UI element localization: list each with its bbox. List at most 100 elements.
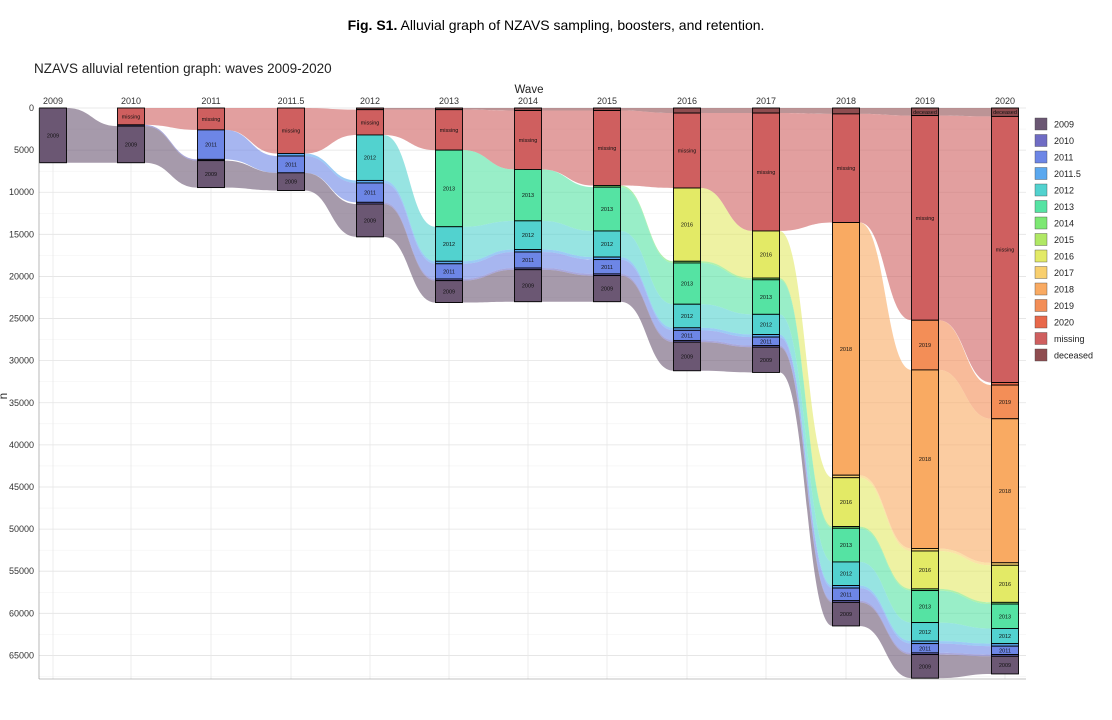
legend-label: 2014 bbox=[1054, 219, 1074, 229]
y-tick-label: 45000 bbox=[9, 482, 34, 492]
segment-label: 2009 bbox=[999, 663, 1011, 669]
stack-layer: 2009 missing 2009 missing 2011 2009 missing 201… bbox=[39, 107, 1019, 679]
segment-missing bbox=[673, 112, 701, 189]
segment-missing bbox=[911, 115, 939, 321]
flow-2009 bbox=[383, 204, 436, 303]
legend-swatch-2016 bbox=[1034, 249, 1048, 263]
legend-swatch-2014 bbox=[1034, 216, 1048, 230]
segment-label: 2018 bbox=[840, 347, 852, 353]
y-tick-label: 55000 bbox=[9, 566, 34, 576]
flow-2011-5 bbox=[304, 153, 357, 183]
chart-title: NZAVS alluvial retention graph: waves 20… bbox=[34, 61, 332, 76]
flow-2009 bbox=[462, 269, 515, 303]
legend-swatch-2020 bbox=[1034, 315, 1048, 329]
flow-2010 bbox=[462, 268, 515, 281]
segment-label: 2013 bbox=[999, 614, 1011, 620]
flow-2011 bbox=[383, 182, 436, 279]
x-tick-label: 2018 bbox=[836, 96, 856, 106]
flow-2009 bbox=[144, 126, 198, 188]
flow-2013 bbox=[859, 528, 912, 623]
flow-2011 bbox=[541, 252, 594, 274]
flow-deceased bbox=[541, 108, 594, 111]
flow-2010 bbox=[859, 600, 912, 655]
legend-label: 2012 bbox=[1054, 186, 1074, 196]
segment-2009 bbox=[277, 172, 305, 191]
segment-label: missing bbox=[122, 114, 141, 120]
flow-deceased bbox=[383, 108, 436, 110]
segment-label: 2011 bbox=[443, 269, 455, 275]
segment-label: missing bbox=[598, 146, 617, 152]
x-tick-label: 2014 bbox=[518, 96, 538, 106]
flow-missing bbox=[859, 113, 912, 321]
legend-swatch-2019 bbox=[1034, 299, 1048, 312]
flow-layer bbox=[66, 108, 992, 679]
x-tick-label: 2017 bbox=[756, 96, 776, 106]
segment-label: missing bbox=[996, 247, 1015, 253]
segment-missing bbox=[593, 110, 621, 186]
flow-2012 bbox=[859, 561, 912, 642]
flow-deceased bbox=[462, 108, 515, 111]
flow-missing bbox=[938, 115, 992, 383]
flow-2018 bbox=[859, 222, 912, 549]
axis-layer: Wave n 0 5000 10000 15000 20000 25000 30000 350… bbox=[0, 84, 1026, 680]
flow-2016 bbox=[779, 230, 833, 527]
segment-label: 2019 bbox=[919, 343, 931, 349]
segment-label: missing bbox=[837, 166, 856, 172]
segment-label: 2016 bbox=[999, 582, 1011, 588]
segment-label: 2012 bbox=[522, 233, 534, 239]
segment-label: 2012 bbox=[601, 242, 613, 248]
segment-label: 2012 bbox=[364, 156, 376, 162]
flow-missing bbox=[700, 113, 753, 231]
flow-2017 bbox=[859, 475, 912, 551]
flow-2011-5 bbox=[779, 334, 833, 589]
segment-label: 2009 bbox=[601, 287, 613, 293]
segment-label: 2009 bbox=[919, 664, 931, 670]
segment-missing bbox=[435, 109, 463, 151]
legend-label: missing bbox=[1054, 334, 1085, 344]
segment-2018 bbox=[991, 418, 1019, 564]
segment-label: 2016 bbox=[919, 568, 931, 574]
legend-swatch-2018 bbox=[1034, 282, 1048, 296]
segment-2009 bbox=[991, 655, 1019, 675]
flow-2009 bbox=[224, 160, 278, 191]
flow-2013 bbox=[541, 169, 594, 231]
segment-2016 bbox=[911, 550, 939, 590]
segment-2016 bbox=[832, 477, 860, 528]
segment-2009 bbox=[911, 654, 939, 679]
flow-deceased bbox=[700, 108, 753, 114]
segment-2013 bbox=[832, 527, 860, 563]
segment-label: missing bbox=[361, 120, 380, 126]
legend-label: 2009 bbox=[1054, 120, 1074, 130]
legend-label: 2020 bbox=[1054, 318, 1074, 328]
legend-label: 2015 bbox=[1054, 235, 1074, 245]
segment-label: 2009 bbox=[760, 358, 772, 364]
flow-missing bbox=[462, 109, 515, 170]
figure-caption-label: Fig. S1. bbox=[347, 17, 398, 33]
segment-label: missing bbox=[757, 170, 776, 176]
flow-deceased bbox=[938, 108, 992, 117]
y-tick-label: 30000 bbox=[9, 356, 34, 366]
flow-2012 bbox=[462, 220, 515, 262]
segment-label: 2016 bbox=[760, 253, 772, 259]
segment-label: 2009 bbox=[443, 290, 455, 296]
segment-label: 2011 bbox=[919, 646, 931, 652]
legend-swatch-2015 bbox=[1034, 233, 1048, 246]
segment-label: 2013 bbox=[522, 193, 534, 199]
segment-2013 bbox=[514, 169, 542, 222]
flow-2009 bbox=[620, 275, 674, 371]
y-tick-label: 40000 bbox=[9, 440, 34, 450]
flow-2011-5 bbox=[938, 641, 992, 647]
segment-label: 2013 bbox=[760, 295, 772, 301]
flow-2014 bbox=[859, 526, 912, 591]
flow-2011 bbox=[304, 156, 357, 203]
legend-swatch-deceased bbox=[1034, 348, 1048, 362]
segment-label: missing bbox=[440, 128, 459, 134]
flow-2014 bbox=[938, 588, 992, 605]
segment-label: 2012 bbox=[760, 322, 772, 328]
segment-label: 2009 bbox=[364, 218, 376, 224]
legend-swatch-missing bbox=[1034, 332, 1048, 345]
segment-deceased bbox=[752, 107, 780, 114]
x-tick-label: 2011 bbox=[201, 96, 220, 106]
flow-2014 bbox=[700, 261, 753, 280]
x-tick-label: 2010 bbox=[121, 96, 141, 106]
